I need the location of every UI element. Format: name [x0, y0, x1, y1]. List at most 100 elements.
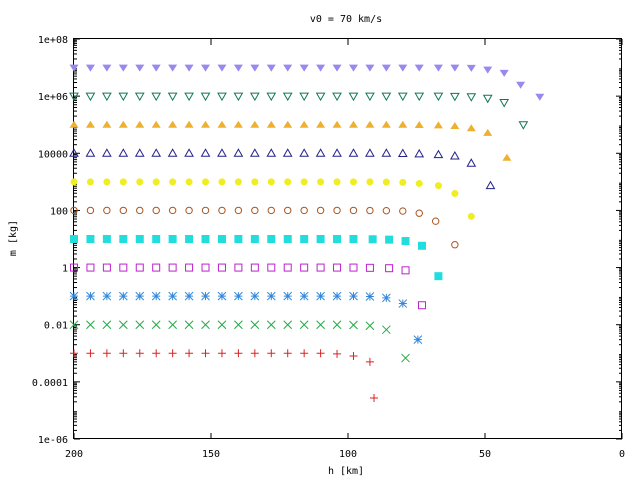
data-point: [385, 264, 394, 273]
data-point: [381, 92, 392, 102]
data-point: [234, 291, 243, 301]
data-point: [86, 206, 95, 215]
data-point: [103, 178, 111, 186]
data-point: [249, 148, 260, 157]
data-point: [202, 178, 210, 186]
data-point: [201, 64, 211, 72]
data-point: [168, 291, 177, 301]
data-point: [381, 64, 391, 72]
data-point: [250, 120, 260, 128]
data-point: [151, 320, 161, 330]
data-point: [250, 291, 260, 301]
data-point: [152, 235, 161, 243]
data-point: [414, 92, 425, 102]
data-point: [151, 92, 162, 102]
data-point: [102, 235, 111, 243]
data-point: [382, 178, 390, 186]
data-point: [201, 120, 211, 128]
data-point: [185, 206, 193, 215]
data-point: [483, 66, 493, 74]
data-point: [348, 64, 358, 72]
data-point: [300, 263, 309, 272]
data-point: [184, 320, 194, 330]
data-point: [266, 120, 276, 128]
data-point: [168, 235, 177, 243]
data-point: [218, 206, 226, 215]
data-point: [332, 120, 342, 128]
data-point: [217, 320, 227, 330]
data-point: [299, 64, 309, 72]
data-point: [333, 178, 341, 186]
data-point: [184, 148, 194, 157]
data-point: [135, 349, 144, 358]
data-point: [185, 349, 194, 358]
data-point: [365, 292, 375, 301]
data-point: [152, 206, 160, 215]
data-point: [86, 349, 95, 358]
data-point: [316, 235, 325, 243]
x-axis-label: h [km]: [328, 466, 364, 477]
data-point: [234, 349, 243, 358]
data-point: [482, 94, 493, 104]
data-point: [381, 120, 391, 128]
data-point: [413, 335, 423, 345]
data-point: [316, 349, 325, 358]
data-point: [250, 349, 259, 358]
data-point: [349, 235, 358, 243]
data-point: [102, 263, 111, 272]
data-point: [466, 158, 477, 167]
data-point: [266, 92, 277, 102]
data-point: [332, 148, 342, 157]
data-point: [85, 120, 95, 128]
data-point: [299, 320, 309, 330]
data-point: [451, 241, 459, 249]
data-point: [316, 263, 325, 272]
data-point: [266, 148, 277, 157]
data-point: [365, 92, 375, 102]
data-point: [151, 120, 161, 128]
data-point: [282, 148, 293, 157]
data-point: [168, 349, 177, 358]
data-point: [200, 92, 211, 102]
data-point: [184, 64, 194, 72]
data-point: [102, 320, 112, 330]
data-point: [69, 92, 79, 102]
series-8: [69, 120, 512, 161]
data-point: [69, 120, 79, 128]
data-point: [299, 120, 309, 128]
data-point: [69, 64, 79, 72]
data-point: [267, 206, 275, 215]
data-point: [300, 206, 308, 215]
data-point: [431, 217, 440, 225]
data-point: [135, 64, 145, 72]
series-0: [70, 349, 379, 402]
data-point: [349, 263, 358, 272]
data-point: [317, 178, 325, 186]
y-tick-label: 1: [62, 264, 68, 275]
data-point: [86, 320, 95, 330]
data-point: [284, 178, 292, 186]
data-point: [201, 349, 210, 358]
data-point: [119, 349, 128, 358]
data-point: [315, 148, 326, 157]
data-point: [433, 121, 443, 129]
data-point: [168, 64, 178, 72]
data-point: [349, 178, 357, 186]
data-point: [401, 237, 410, 246]
data-point: [185, 235, 194, 243]
data-point: [316, 291, 325, 301]
data-point: [103, 206, 111, 215]
data-point: [217, 120, 227, 128]
data-point: [119, 235, 128, 243]
data-point: [267, 263, 276, 272]
data-point: [70, 178, 78, 186]
data-markers: [69, 64, 545, 402]
data-point: [152, 263, 161, 272]
data-point: [365, 321, 375, 331]
data-point: [151, 64, 161, 72]
data-point: [284, 206, 292, 215]
data-point: [449, 151, 460, 160]
data-point: [382, 325, 391, 335]
data-point: [119, 206, 128, 215]
